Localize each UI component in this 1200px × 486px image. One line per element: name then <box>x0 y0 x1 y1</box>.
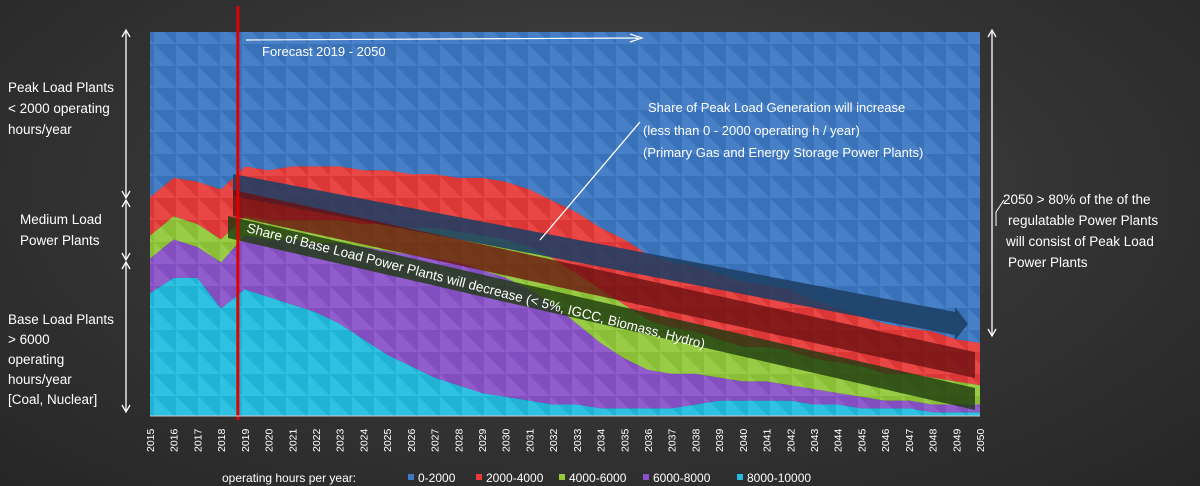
right-summary-label: 2050 > 80% of the of the <box>1003 192 1151 207</box>
x-tick-label: 2019 <box>240 428 252 452</box>
legend-swatch <box>559 474 565 480</box>
x-tick-label: 2023 <box>335 428 347 452</box>
peak-range-arrow-head-bottom <box>121 190 131 200</box>
pointer-line <box>539 121 641 241</box>
x-tick-label: 2021 <box>287 428 299 452</box>
x-tick-label: 2018 <box>216 428 228 452</box>
base-load-label: > 6000 <box>8 332 50 347</box>
forecast-label: Forecast 2019 - 2050 <box>262 44 386 59</box>
x-axis: 2015 2016 2017 2018 2019 2020 2021 2022 2023 2024… <box>145 415 987 452</box>
legend: operating hours per year: 0-2000 2000-4000… <box>222 471 811 485</box>
base-range-arrow-head-top <box>121 260 131 270</box>
x-tick-label: 2048 <box>928 428 940 452</box>
medium-range-arrow-head-top <box>121 198 131 208</box>
peak-annotation-line-2: (less than 0 - 2000 operating h / year) <box>643 123 860 138</box>
x-tick-label: 2038 <box>690 428 702 452</box>
x-tick-label: 2043 <box>809 428 821 452</box>
x-tick-label: 2026 <box>406 428 418 452</box>
x-tick-label: 2040 <box>738 428 750 452</box>
x-tick-label: 2028 <box>453 428 465 452</box>
x-tick-label: 2025 <box>382 428 394 452</box>
x-tick-label: 2047 <box>904 428 916 452</box>
x-tick-label: 2032 <box>548 428 560 452</box>
x-tick-label: 2050 <box>975 428 987 452</box>
legend-title: operating hours per year: <box>222 471 356 485</box>
x-tick-label: 2024 <box>358 428 370 452</box>
x-tick-label: 2037 <box>667 428 679 452</box>
side-labels: Peak Load Plants < 2000 operating hours/ye… <box>8 28 1158 414</box>
x-tick-label: 2036 <box>643 428 655 452</box>
x-tick-label: 2045 <box>856 428 868 452</box>
peak-load-label: hours/year <box>8 122 72 137</box>
right-summary-label: Power Plants <box>1008 255 1088 270</box>
base-load-label: Base Load Plants <box>8 312 114 327</box>
x-tick-label: 2017 <box>192 428 204 452</box>
forecast-arrow-head <box>629 33 644 43</box>
base-load-label: [Coal, Nuclear] <box>8 392 97 407</box>
peak-load-arrow <box>233 174 968 340</box>
x-tick-label: 2031 <box>524 428 536 452</box>
legend-swatch <box>737 474 743 480</box>
legend-swatch <box>408 474 414 480</box>
peak-load-label: Peak Load Plants <box>8 80 114 95</box>
x-tick-label: 2041 <box>762 428 774 452</box>
medium-load-label: Medium Load <box>20 212 102 227</box>
base-range-arrow-head-bottom <box>121 404 131 414</box>
base-load-band <box>228 216 975 410</box>
legend-entry: 0-2000 <box>418 471 456 485</box>
x-tick-label: 2044 <box>833 428 845 452</box>
peak-annotation-line-1: Share of Peak Load Generation will incre… <box>648 100 905 115</box>
x-tick-label: 2015 <box>145 428 157 452</box>
peak-range-arrow-head-top <box>121 28 131 38</box>
right-summary-label: regulatable Power Plants <box>1008 213 1158 228</box>
x-tick-label: 2029 <box>477 428 489 452</box>
legend-swatch <box>476 474 482 480</box>
legend-entry: 8000-10000 <box>747 471 811 485</box>
legend-entry: 4000-6000 <box>569 471 627 485</box>
right-range-arrow-head-top <box>987 28 997 38</box>
base-load-label: operating <box>8 352 64 367</box>
x-tick-label: 2033 <box>572 428 584 452</box>
medium-range-arrow-head-bottom <box>121 252 131 262</box>
right-summary-label: will consist of Peak Load <box>1005 234 1154 249</box>
legend-swatch <box>643 474 649 480</box>
x-tick-label: 2034 <box>596 428 608 452</box>
x-tick-label: 2022 <box>311 428 323 452</box>
x-tick-label: 2042 <box>785 428 797 452</box>
right-range-arrow-head-bottom <box>987 328 997 338</box>
base-load-label: hours/year <box>8 372 72 387</box>
forecast-arrow-line <box>245 37 639 41</box>
peak-load-label: < 2000 operating <box>8 101 110 116</box>
x-tick-label: 2020 <box>264 428 276 452</box>
legend-entry: 6000-8000 <box>653 471 711 485</box>
peak-annotation-line-3: (Primary Gas and Energy Storage Power Pl… <box>643 145 923 160</box>
x-tick-label: 2030 <box>501 428 513 452</box>
right-label-leader <box>995 199 1005 226</box>
legend-entry: 2000-4000 <box>486 471 544 485</box>
x-tick-label: 2049 <box>951 428 963 452</box>
x-tick-label: 2035 <box>619 428 631 452</box>
x-tick-label: 2039 <box>714 428 726 452</box>
medium-load-label: Power Plants <box>20 233 100 248</box>
x-tick-label: 2027 <box>430 428 442 452</box>
x-tick-label: 2016 <box>169 428 181 452</box>
medium-load-band <box>233 190 975 378</box>
x-tick-label: 2046 <box>880 428 892 452</box>
